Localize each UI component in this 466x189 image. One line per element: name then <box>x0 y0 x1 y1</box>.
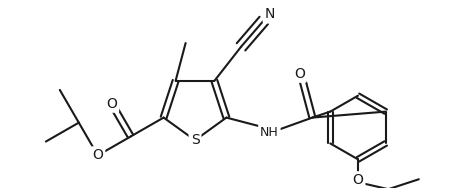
Text: S: S <box>191 133 199 147</box>
Text: O: O <box>353 173 363 187</box>
Text: O: O <box>106 97 117 111</box>
Text: O: O <box>92 148 103 162</box>
Text: NH: NH <box>260 126 279 139</box>
Text: N: N <box>265 7 275 21</box>
Text: O: O <box>294 67 305 81</box>
